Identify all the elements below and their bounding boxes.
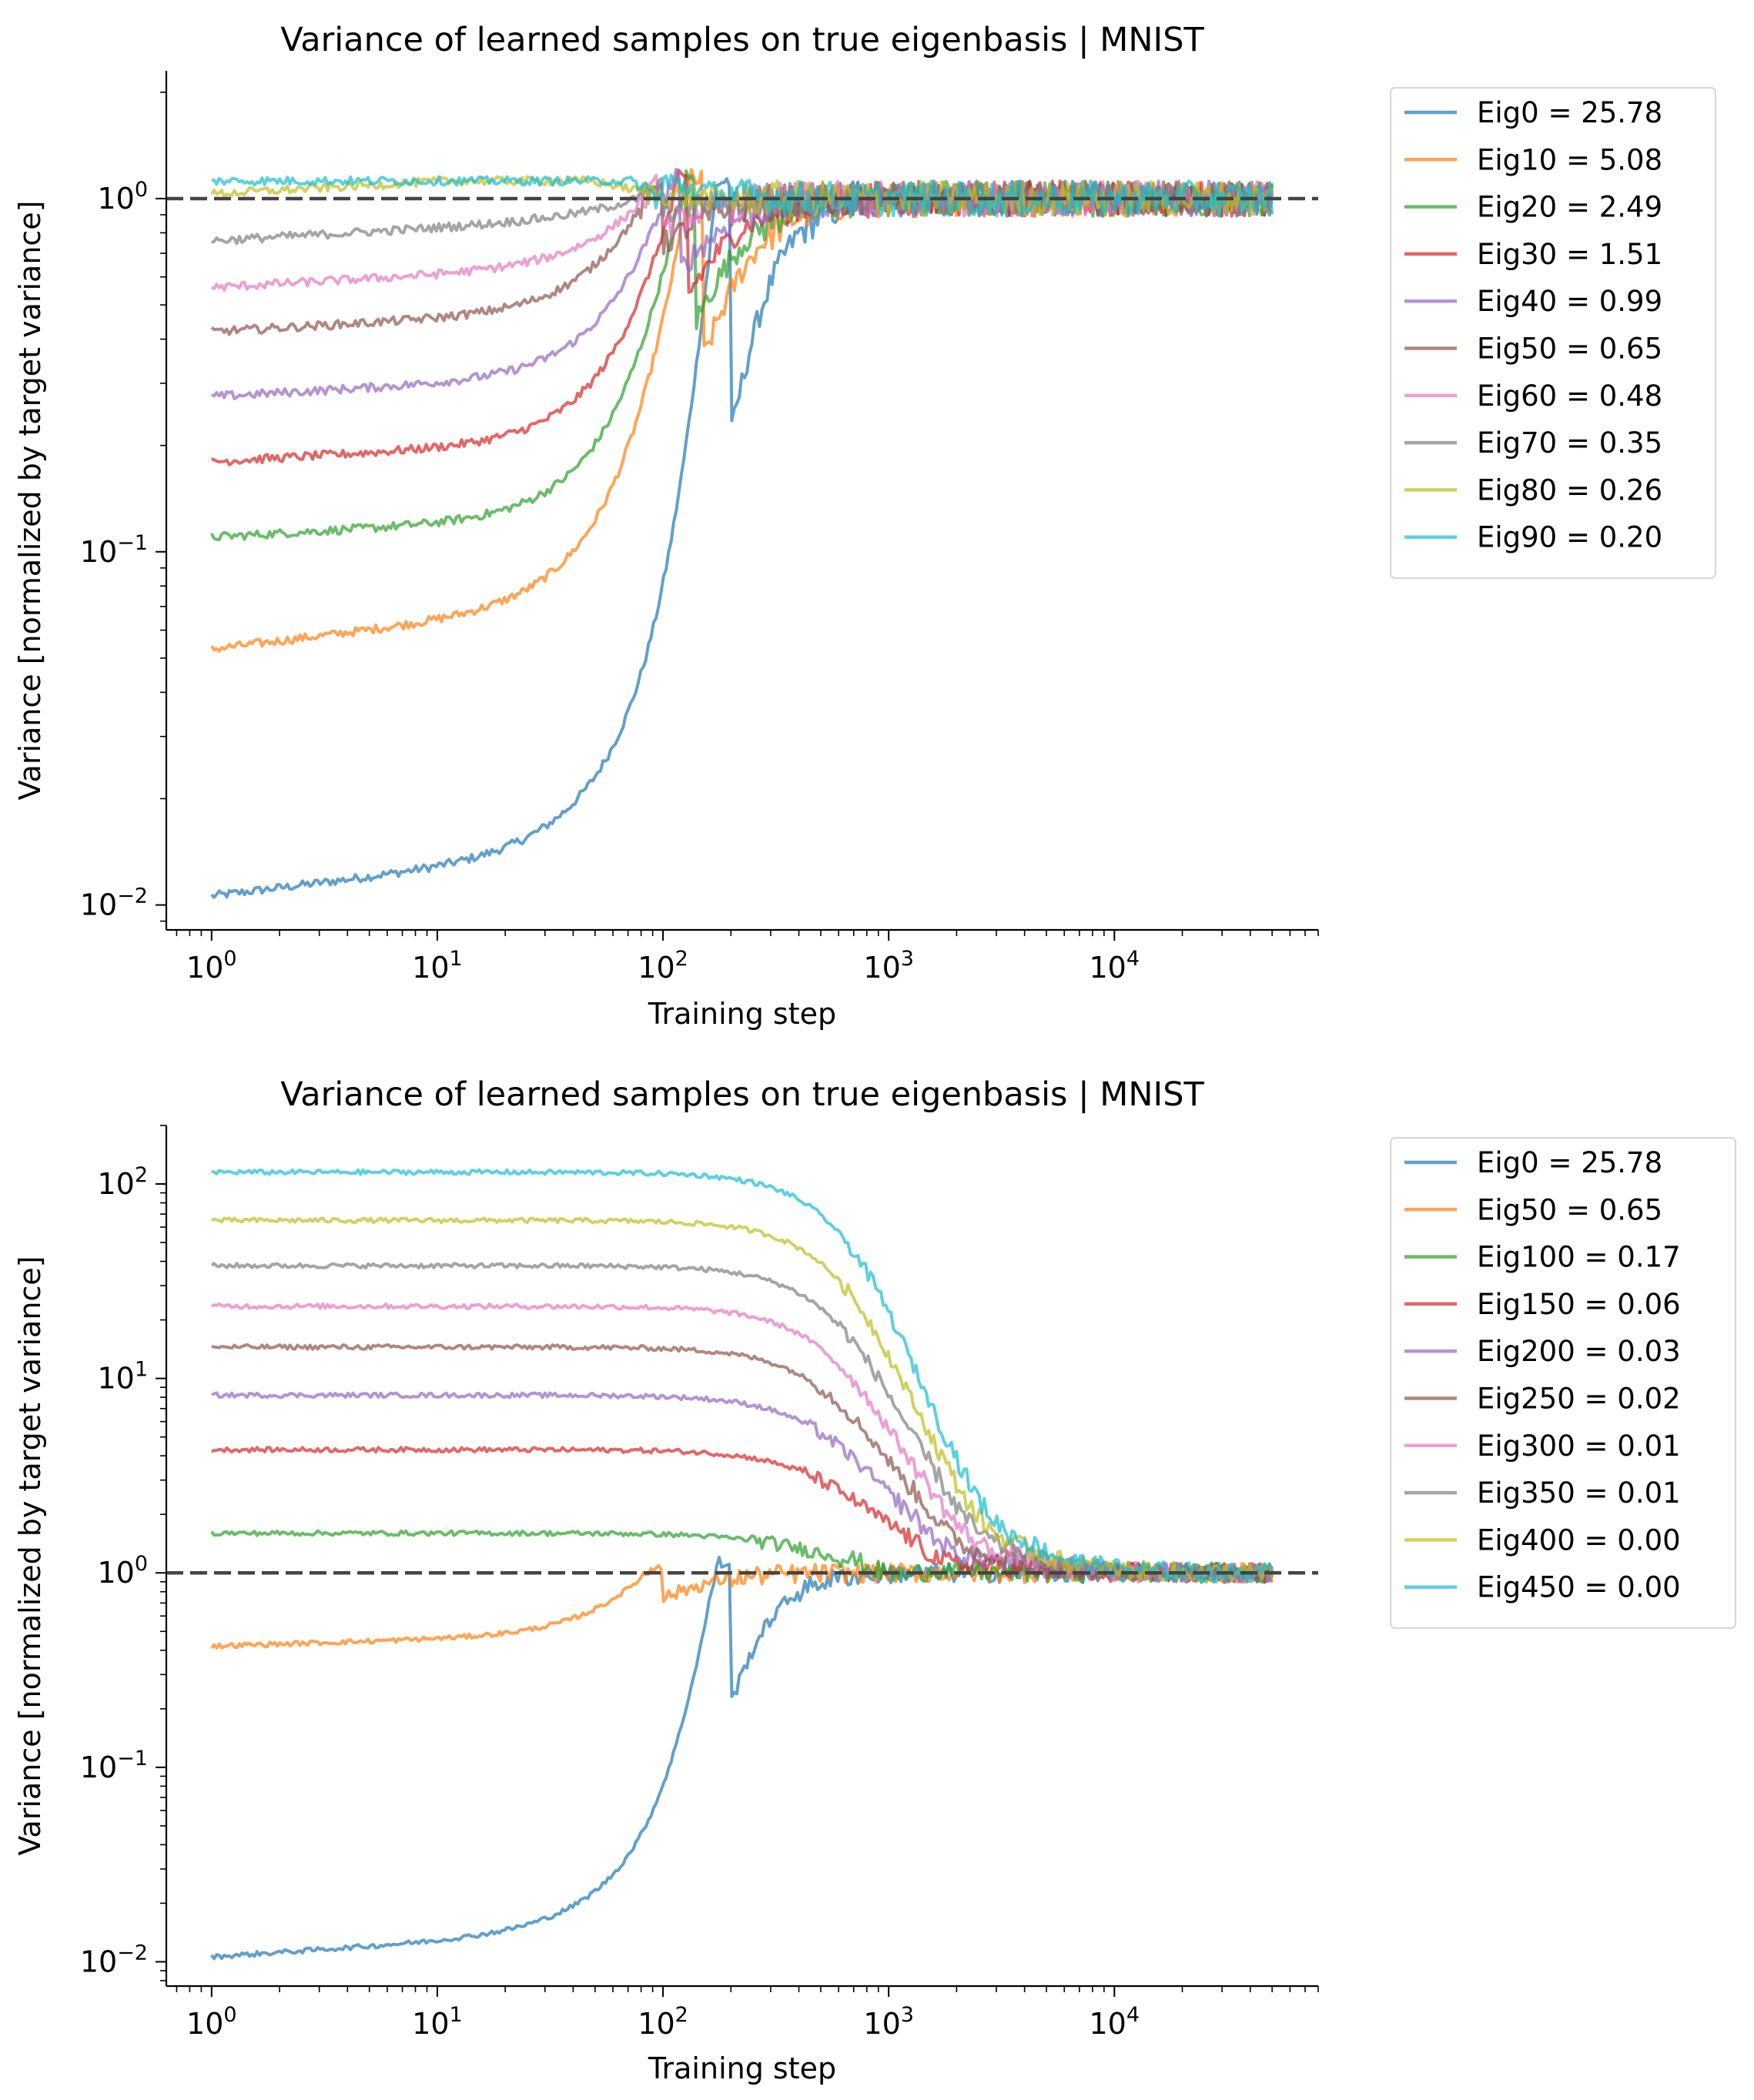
legend-label: Eig40 = 0.99 [1477, 285, 1662, 318]
legend-label: Eig50 = 0.65 [1477, 1193, 1662, 1226]
legend-label: Eig0 = 25.78 [1477, 1146, 1662, 1179]
x-axis-label: Training step [648, 997, 836, 1031]
legend-label: Eig400 = 0.00 [1477, 1523, 1681, 1557]
legend: Eig0 = 25.78 Eig50 = 0.65 Eig100 = 0.17 Eig… [1390, 1137, 1736, 1629]
y-tick-label: 10−1 [80, 531, 148, 569]
x-tick-label: 101 [412, 2003, 463, 2041]
legend-label: Eig80 = 0.26 [1477, 473, 1662, 507]
legend-label: Eig70 = 0.35 [1477, 426, 1662, 460]
series-group [210, 167, 1274, 899]
y-tick-label: 10−2 [80, 884, 148, 922]
legend-label: Eig50 = 0.65 [1477, 333, 1662, 366]
series-line-5 [211, 1343, 1274, 1584]
series-line-2 [210, 169, 1274, 542]
y-tick-label: 100 [97, 178, 148, 216]
chart-title: Variance of learned samples on true eige… [280, 21, 1204, 59]
series-line-1 [210, 168, 1274, 653]
series-line-9 [211, 1168, 1274, 1584]
x-axis-label: Training step [648, 2052, 836, 2085]
x-tick-label: 100 [186, 947, 237, 985]
legend-frame [1390, 1137, 1736, 1629]
y-tick-label: 102 [97, 1163, 148, 1201]
legend-label: Eig200 = 0.03 [1477, 1335, 1681, 1368]
series-line-0 [210, 1556, 1274, 1961]
y-axis-label: Variance [normalized by target variance] [13, 1256, 47, 1855]
y-axis-label: Variance [normalized by target variance] [13, 200, 47, 800]
series-line-4 [211, 1391, 1274, 1584]
x-tick-label: 100 [186, 2003, 237, 2041]
chart-bottom: Variance of learned samples on true eige… [13, 1075, 1736, 2085]
x-tick-label: 104 [1090, 947, 1140, 985]
legend-label: Eig350 = 0.01 [1477, 1476, 1681, 1510]
x-tick-label: 103 [863, 2003, 914, 2041]
y-tick-label: 100 [97, 1552, 148, 1590]
legend-label: Eig30 = 1.51 [1477, 238, 1662, 271]
x-tick-label: 102 [638, 2003, 688, 2041]
series-line-9 [211, 173, 1274, 218]
legend-label: Eig450 = 0.00 [1477, 1571, 1681, 1604]
series-group [210, 1168, 1274, 1961]
x-tick-label: 103 [863, 947, 914, 985]
legend-label: Eig60 = 0.48 [1477, 380, 1662, 413]
legend-label: Eig100 = 0.17 [1477, 1241, 1681, 1274]
legend-label: Eig10 = 5.08 [1477, 143, 1662, 176]
legend-label: Eig90 = 0.20 [1477, 521, 1662, 554]
legend-frame [1390, 87, 1716, 579]
y-tick-label: 10−1 [80, 1747, 148, 1784]
y-tick-label: 101 [97, 1358, 148, 1396]
x-tick-label: 101 [412, 947, 463, 985]
legend-label: Eig0 = 25.78 [1477, 96, 1662, 129]
legend-label: Eig150 = 0.06 [1477, 1288, 1681, 1321]
chart-title: Variance of learned samples on true eige… [280, 1075, 1204, 1114]
y-tick-label: 10−2 [80, 1941, 148, 1978]
legend: Eig0 = 25.78 Eig10 = 5.08 Eig20 = 2.49 Eig3… [1390, 87, 1716, 579]
legend-label: Eig20 = 2.49 [1477, 191, 1662, 224]
series-line-8 [210, 1216, 1274, 1583]
chart-top: Variance of learned samples on true eige… [13, 21, 1716, 1031]
series-line-0 [210, 177, 1274, 899]
legend-label: Eig300 = 0.01 [1477, 1430, 1681, 1463]
legend-label: Eig250 = 0.02 [1477, 1383, 1681, 1416]
x-tick-label: 104 [1090, 2003, 1140, 2041]
x-tick-label: 102 [638, 947, 688, 985]
